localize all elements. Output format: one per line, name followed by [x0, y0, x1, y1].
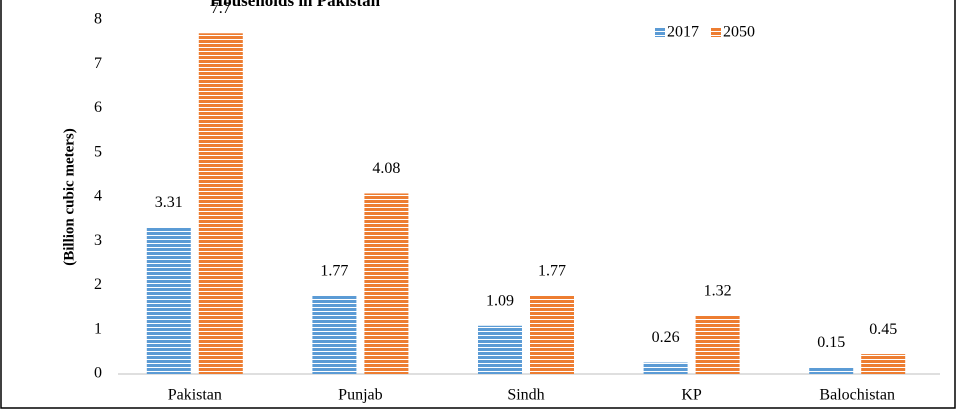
bar	[861, 354, 906, 374]
data-label: 1.77	[538, 262, 566, 279]
data-label: 1.09	[486, 292, 514, 309]
y-tick-label: 3	[94, 232, 102, 249]
x-tick-label: Sindh	[507, 387, 544, 404]
bar	[695, 315, 740, 374]
y-tick-label: 4	[94, 188, 102, 205]
y-axis-label: (Billion cubic meters)	[61, 128, 77, 265]
y-tick-label: 2	[94, 276, 102, 293]
bar	[364, 193, 409, 374]
bar	[146, 227, 191, 374]
y-tick-label: 7	[94, 55, 102, 72]
chart-title: Households in Pakistan	[210, 0, 381, 10]
y-tick-label: 5	[94, 143, 102, 160]
y-tick-label: 1	[94, 320, 102, 337]
data-label: 0.15	[817, 334, 845, 351]
y-tick-label: 8	[94, 11, 102, 28]
x-tick-label: KP	[681, 387, 702, 404]
legend-label: 2050	[723, 24, 755, 41]
bar	[478, 325, 522, 374]
x-tick-label: Punjab	[338, 387, 382, 404]
legend-swatch	[711, 27, 721, 37]
data-label: 7.7	[211, 0, 231, 17]
data-label: 1.32	[704, 282, 732, 299]
legend-swatch	[655, 27, 665, 37]
x-tick-label: Balochistan	[819, 387, 895, 404]
bar	[530, 295, 574, 374]
bar	[312, 295, 357, 374]
data-label: 1.77	[320, 262, 348, 279]
y-tick-label: 0	[94, 365, 102, 382]
bar	[643, 362, 688, 374]
x-tick-label: Pakistan	[168, 387, 222, 404]
legend-label: 2017	[667, 24, 699, 41]
y-tick-label: 6	[94, 99, 102, 116]
data-label: 0.26	[652, 329, 680, 346]
bar	[198, 33, 243, 375]
data-label: 0.45	[869, 321, 897, 338]
bar	[809, 367, 854, 374]
data-label: 4.08	[372, 160, 400, 177]
data-label: 3.31	[155, 194, 183, 211]
